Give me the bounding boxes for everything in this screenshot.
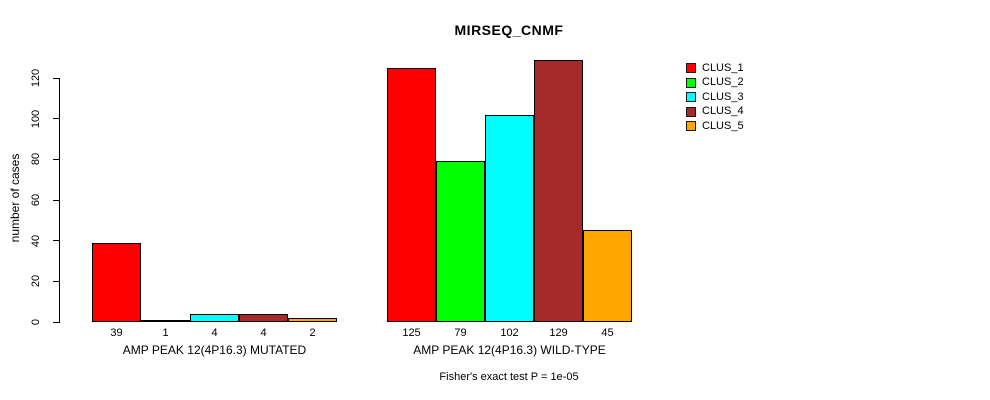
bar-clus_5-group2 [583, 230, 632, 322]
y-axis-tick [53, 118, 59, 120]
y-axis-tick-label: 120 [30, 68, 42, 88]
bar-value-label: 4 [211, 327, 218, 339]
y-axis-line [59, 78, 60, 323]
bar-clus_4-group2 [534, 60, 583, 322]
legend-swatch-clus_5 [686, 121, 696, 131]
bar-clus_3-group1 [190, 314, 239, 322]
legend-label-clus_1: CLUS_1 [702, 61, 744, 74]
bar-clus_3-group2 [485, 115, 534, 322]
y-axis-tick [53, 158, 59, 160]
legend-swatch-clus_1 [686, 63, 696, 73]
y-axis-tick-label: 80 [30, 153, 42, 166]
bar-value-label: 39 [110, 327, 123, 339]
y-axis-tick [53, 280, 59, 282]
y-axis-tick [53, 77, 59, 79]
legend-label-clus_3: CLUS_3 [702, 90, 744, 103]
legend-swatch-clus_3 [686, 92, 696, 102]
y-axis-tick [53, 321, 59, 323]
bar-clus_1-group2 [387, 68, 436, 322]
bar-value-label: 125 [402, 327, 421, 339]
bar-clus_4-group1 [239, 314, 288, 322]
bar-value-label: 102 [500, 327, 519, 339]
legend-swatch-clus_4 [686, 106, 696, 117]
legend-swatch-clus_2 [686, 77, 696, 88]
y-axis-tick-label: 100 [30, 109, 42, 128]
group-label: AMP PEAK 12(4P16.3) MUTATED [122, 343, 307, 357]
legend-label-clus_4: CLUS_4 [702, 105, 744, 117]
group-label: AMP PEAK 12(4P16.3) WILD-TYPE [413, 343, 606, 357]
bar-clus_5-group1 [288, 318, 337, 322]
y-axis-tick-label: 40 [30, 234, 42, 247]
y-axis-tick-label: 60 [30, 193, 42, 207]
bar-value-label: 2 [309, 327, 316, 339]
bar-clus_2-group2 [436, 161, 485, 322]
bar-value-label: 79 [454, 327, 467, 339]
y-axis-tick-label: 20 [30, 275, 42, 288]
y-axis-tick [53, 240, 59, 242]
y-axis-title: number of cases [8, 153, 22, 243]
bar-value-label: 45 [601, 327, 614, 339]
bar-value-label: 1 [162, 327, 169, 339]
y-axis-tick [53, 199, 59, 201]
legend-label-clus_2: CLUS_2 [702, 76, 744, 88]
bar-value-label: 4 [260, 327, 267, 339]
bar-clus_1-group1 [92, 243, 141, 322]
fisher-test-footnote: Fisher's exact test P = 1e-05 [439, 371, 579, 383]
chart-title: MIRSEQ_CNMF [454, 22, 564, 38]
bar-value-label: 129 [549, 327, 568, 339]
bar-clus_2-group1 [141, 320, 190, 322]
legend-label-clus_5: CLUS_5 [702, 119, 744, 132]
y-axis-tick-label: 0 [30, 318, 42, 326]
